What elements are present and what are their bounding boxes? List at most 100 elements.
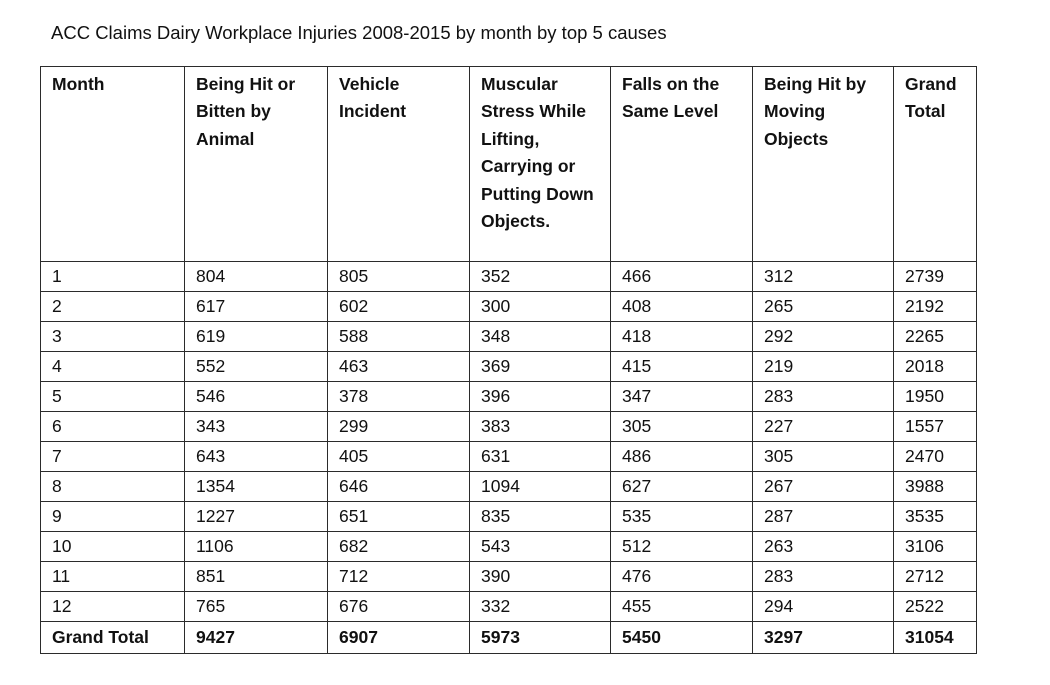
grand-total-row: Grand Total 9427 6907 5973 5450 3297 310… xyxy=(40,621,977,654)
cell-falls: 305 xyxy=(610,411,753,442)
cell-animal: 851 xyxy=(184,561,328,592)
cell-muscular: 1094 xyxy=(469,471,611,502)
cell-animal: 765 xyxy=(184,591,328,622)
cell-animal: 1227 xyxy=(184,501,328,532)
cell-row-total: 2522 xyxy=(893,591,977,622)
table-body: 1 804 805 352 466 312 2739 2 617 602 300… xyxy=(40,261,977,622)
total-muscular: 5973 xyxy=(469,621,611,654)
cell-vehicle: 712 xyxy=(327,561,470,592)
cell-vehicle: 378 xyxy=(327,381,470,412)
cell-row-total: 1557 xyxy=(893,411,977,442)
cell-muscular: 543 xyxy=(469,531,611,562)
header-grand-total: Grand Total xyxy=(893,66,977,262)
cell-month: 10 xyxy=(40,531,185,562)
cell-moving-objects: 287 xyxy=(752,501,894,532)
cell-month: 6 xyxy=(40,411,185,442)
cell-falls: 408 xyxy=(610,291,753,322)
cell-animal: 546 xyxy=(184,381,328,412)
cell-vehicle: 299 xyxy=(327,411,470,442)
cell-falls: 476 xyxy=(610,561,753,592)
header-falls-same-level: Falls on the Same Level xyxy=(610,66,753,262)
cell-muscular: 383 xyxy=(469,411,611,442)
table-row: 7 643 405 631 486 305 2470 xyxy=(40,441,977,472)
cell-vehicle: 463 xyxy=(327,351,470,382)
table-row: 1 804 805 352 466 312 2739 xyxy=(40,261,977,292)
cell-moving-objects: 265 xyxy=(752,291,894,322)
table-row: 6 343 299 383 305 227 1557 xyxy=(40,411,977,442)
cell-animal: 1106 xyxy=(184,531,328,562)
cell-animal: 804 xyxy=(184,261,328,292)
document-title: ACC Claims Dairy Workplace Injuries 2008… xyxy=(51,22,667,43)
table-footer: Grand Total 9427 6907 5973 5450 3297 310… xyxy=(40,621,977,654)
table-header: Month Being Hit or Bitten by Animal Vehi… xyxy=(40,66,977,262)
cell-row-total: 2265 xyxy=(893,321,977,352)
cell-month: 8 xyxy=(40,471,185,502)
cell-animal: 343 xyxy=(184,411,328,442)
table-row: 10 1106 682 543 512 263 3106 xyxy=(40,531,977,562)
total-falls: 5450 xyxy=(610,621,753,654)
cell-moving-objects: 267 xyxy=(752,471,894,502)
table-row: 2 617 602 300 408 265 2192 xyxy=(40,291,977,322)
cell-row-total: 1950 xyxy=(893,381,977,412)
cell-vehicle: 646 xyxy=(327,471,470,502)
header-vehicle-incident: Vehicle Incident xyxy=(327,66,470,262)
cell-muscular: 300 xyxy=(469,291,611,322)
cell-month: 7 xyxy=(40,441,185,472)
cell-month: 9 xyxy=(40,501,185,532)
table-row: 5 546 378 396 347 283 1950 xyxy=(40,381,977,412)
table-row: 12 765 676 332 455 294 2522 xyxy=(40,591,977,622)
cell-animal: 617 xyxy=(184,291,328,322)
table-row: 8 1354 646 1094 627 267 3988 xyxy=(40,471,977,502)
table-row: 4 552 463 369 415 219 2018 xyxy=(40,351,977,382)
header-muscular-stress: Muscular Stress While Lifting, Carrying … xyxy=(469,66,611,262)
cell-moving-objects: 227 xyxy=(752,411,894,442)
table-row: 9 1227 651 835 535 287 3535 xyxy=(40,501,977,532)
cell-month: 1 xyxy=(40,261,185,292)
cell-month: 3 xyxy=(40,321,185,352)
total-vehicle: 6907 xyxy=(327,621,470,654)
cell-row-total: 3535 xyxy=(893,501,977,532)
cell-vehicle: 676 xyxy=(327,591,470,622)
cell-muscular: 332 xyxy=(469,591,611,622)
header-hit-by-moving-objects: Being Hit by Moving Objects xyxy=(752,66,894,262)
cell-row-total: 2739 xyxy=(893,261,977,292)
cell-muscular: 396 xyxy=(469,381,611,412)
grand-total-label: Grand Total xyxy=(40,621,185,654)
cell-vehicle: 682 xyxy=(327,531,470,562)
cell-muscular: 369 xyxy=(469,351,611,382)
cell-vehicle: 405 xyxy=(327,441,470,472)
total-animal: 9427 xyxy=(184,621,328,654)
cell-animal: 1354 xyxy=(184,471,328,502)
cell-row-total: 2712 xyxy=(893,561,977,592)
cell-vehicle: 805 xyxy=(327,261,470,292)
table-row: 3 619 588 348 418 292 2265 xyxy=(40,321,977,352)
cell-moving-objects: 294 xyxy=(752,591,894,622)
cell-month: 5 xyxy=(40,381,185,412)
cell-vehicle: 651 xyxy=(327,501,470,532)
cell-falls: 512 xyxy=(610,531,753,562)
total-grand-total: 31054 xyxy=(893,621,977,654)
cell-moving-objects: 305 xyxy=(752,441,894,472)
cell-moving-objects: 219 xyxy=(752,351,894,382)
cell-moving-objects: 312 xyxy=(752,261,894,292)
injury-claims-table: Month Being Hit or Bitten by Animal Vehi… xyxy=(40,66,977,654)
cell-falls: 535 xyxy=(610,501,753,532)
cell-vehicle: 588 xyxy=(327,321,470,352)
cell-month: 12 xyxy=(40,591,185,622)
total-moving-objects: 3297 xyxy=(752,621,894,654)
table-row: 11 851 712 390 476 283 2712 xyxy=(40,561,977,592)
cell-moving-objects: 292 xyxy=(752,321,894,352)
cell-row-total: 2470 xyxy=(893,441,977,472)
cell-moving-objects: 283 xyxy=(752,561,894,592)
cell-muscular: 390 xyxy=(469,561,611,592)
cell-falls: 418 xyxy=(610,321,753,352)
cell-vehicle: 602 xyxy=(327,291,470,322)
cell-animal: 619 xyxy=(184,321,328,352)
cell-animal: 643 xyxy=(184,441,328,472)
cell-falls: 627 xyxy=(610,471,753,502)
header-month: Month xyxy=(40,66,185,262)
cell-muscular: 352 xyxy=(469,261,611,292)
cell-falls: 415 xyxy=(610,351,753,382)
cell-row-total: 3106 xyxy=(893,531,977,562)
header-hit-or-bitten-by-animal: Being Hit or Bitten by Animal xyxy=(184,66,328,262)
